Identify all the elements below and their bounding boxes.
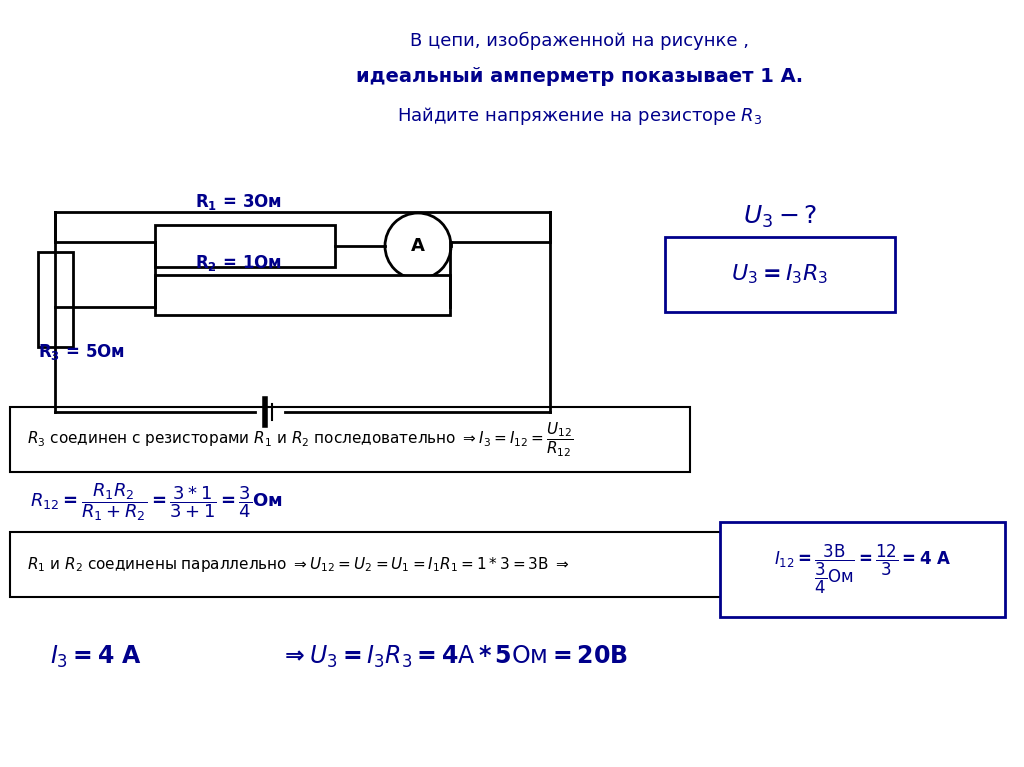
Text: $\boldsymbol{I_{12} = \dfrac{3\text{В}}{\dfrac{3}{4}\text{Ом}} = \dfrac{12}{3} =: $\boldsymbol{I_{12} = \dfrac{3\text{В}}{…	[774, 543, 951, 596]
FancyBboxPatch shape	[155, 275, 450, 315]
Text: В цепи, изображенной на рисунке ,: В цепи, изображенной на рисунке ,	[411, 32, 750, 51]
FancyBboxPatch shape	[155, 225, 335, 267]
Text: A: A	[411, 237, 425, 255]
FancyBboxPatch shape	[10, 407, 690, 472]
FancyBboxPatch shape	[665, 237, 895, 312]
Text: $R_3$ соединен с резисторами $R_1$ и $R_2$ последовательно $\Rightarrow I_3 = I_: $R_3$ соединен с резисторами $R_1$ и $R_…	[27, 420, 573, 459]
Text: $R_1$ и $R_2$ соединены параллельно $\Rightarrow U_{12}=U_2=U_1=I_1 R_1=1*3=3$В : $R_1$ и $R_2$ соединены параллельно $\Ri…	[27, 555, 570, 574]
FancyBboxPatch shape	[10, 532, 725, 597]
FancyBboxPatch shape	[38, 252, 73, 347]
Circle shape	[385, 213, 451, 279]
Text: $\mathbf{R_2}$ = 1Ом: $\mathbf{R_2}$ = 1Ом	[195, 253, 282, 273]
Text: $\mathbf{R_3}$ = 5Ом: $\mathbf{R_3}$ = 5Ом	[38, 342, 125, 362]
Text: $\boldsymbol{R_{12} = \dfrac{R_1 R_2}{R_1+R_2} = \dfrac{3*1}{3+1} = \dfrac{3}{4}: $\boldsymbol{R_{12} = \dfrac{R_1 R_2}{R_…	[30, 481, 283, 523]
Text: $\mathbf{R_1}$ = 3Ом: $\mathbf{R_1}$ = 3Ом	[195, 192, 282, 212]
Text: идеальный амперметр показывает 1 А.: идеальный амперметр показывает 1 А.	[356, 67, 804, 86]
Text: $\boldsymbol{U_3}-?$: $\boldsymbol{U_3}-?$	[742, 204, 817, 230]
Text: $\boldsymbol{U_3 = I_3 R_3}$: $\boldsymbol{U_3 = I_3 R_3}$	[731, 263, 828, 286]
Text: Найдите напряжение на резисторе $R_3$: Найдите напряжение на резисторе $R_3$	[397, 105, 763, 127]
Text: $\boldsymbol{I_3 = 4}$ А: $\boldsymbol{I_3 = 4}$ А	[50, 644, 142, 670]
FancyBboxPatch shape	[720, 522, 1005, 617]
Text: $\boldsymbol{\Rightarrow U_3 = I_3 R_3 = 4\text{А}*5\text{Ом} = 20}$В: $\boldsymbol{\Rightarrow U_3 = I_3 R_3 =…	[280, 644, 628, 670]
